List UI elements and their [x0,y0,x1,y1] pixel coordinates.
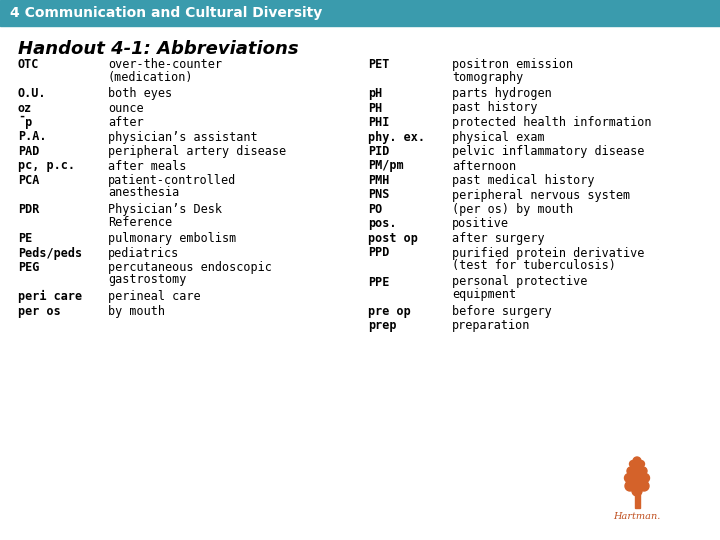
Text: pH: pH [368,87,382,100]
Text: PNS: PNS [368,188,390,201]
Text: Peds/peds: Peds/peds [18,246,82,260]
Text: gastrostomy: gastrostomy [108,273,186,287]
Text: pos.: pos. [368,218,397,231]
Text: P.A.: P.A. [18,131,47,144]
Text: PPE: PPE [368,275,390,288]
Text: tomography: tomography [452,71,523,84]
Text: afternoon: afternoon [452,159,516,172]
Text: ounce: ounce [108,102,143,114]
Text: post op: post op [368,232,418,245]
Text: physical exam: physical exam [452,131,544,144]
Circle shape [624,474,634,483]
Text: protected health information: protected health information [452,116,652,129]
Text: by mouth: by mouth [108,305,165,318]
Text: peripheral artery disease: peripheral artery disease [108,145,286,158]
Text: percutaneous endoscopic: percutaneous endoscopic [108,261,272,274]
Text: (medication): (medication) [108,71,194,84]
Text: past history: past history [452,102,538,114]
Circle shape [633,457,641,465]
Text: PAD: PAD [18,145,40,158]
Text: peri care: peri care [18,290,82,303]
Text: oz: oz [18,102,32,114]
Text: after: after [108,116,143,129]
Circle shape [639,467,647,475]
Text: Reference: Reference [108,215,172,228]
Text: pulmonary embolism: pulmonary embolism [108,232,236,245]
Text: patient-controlled: patient-controlled [108,174,236,187]
Text: PM/pm: PM/pm [368,159,404,172]
Text: PID: PID [368,145,390,158]
Circle shape [625,481,635,491]
Text: PO: PO [368,203,382,216]
Text: PMH: PMH [368,174,390,187]
Circle shape [637,461,644,468]
Text: (test for tuberculosis): (test for tuberculosis) [452,259,616,272]
Circle shape [629,461,636,468]
Text: peripheral nervous system: peripheral nervous system [452,188,630,201]
Text: physician’s assistant: physician’s assistant [108,131,258,144]
Circle shape [632,462,642,471]
Text: over-the-counter: over-the-counter [108,58,222,71]
Text: positive: positive [452,218,509,231]
Text: pc, p.c.: pc, p.c. [18,159,75,172]
Text: per os: per os [18,305,60,318]
Text: PDR: PDR [18,203,40,216]
Text: 4 Communication and Cultural Diversity: 4 Communication and Cultural Diversity [10,6,323,20]
Text: phy. ex.: phy. ex. [368,131,425,144]
Text: parts hydrogen: parts hydrogen [452,87,552,100]
Text: Physician’s Desk: Physician’s Desk [108,203,222,216]
Circle shape [639,481,649,491]
Text: after meals: after meals [108,159,186,172]
Text: OTC: OTC [18,58,40,71]
Text: pelvic inflammatory disease: pelvic inflammatory disease [452,145,644,158]
Circle shape [641,474,649,483]
Circle shape [631,469,642,481]
Text: PEG: PEG [18,261,40,274]
Text: before surgery: before surgery [452,305,552,318]
Text: prep: prep [368,319,397,332]
Text: PPD: PPD [368,246,390,260]
Bar [635,494,640,508]
Text: PE: PE [18,232,32,245]
Text: both eyes: both eyes [108,87,172,100]
Text: personal protective: personal protective [452,275,588,288]
Text: positron emission: positron emission [452,58,573,71]
Text: Handout 4-1: Abbreviations: Handout 4-1: Abbreviations [18,40,299,58]
Text: perineal care: perineal care [108,290,201,303]
Bar [0,0,720,26]
Text: preparation: preparation [452,319,531,332]
Text: (per os) by mouth: (per os) by mouth [452,203,573,216]
Text: PCA: PCA [18,174,40,187]
Circle shape [627,467,635,475]
Text: pediatrics: pediatrics [108,246,179,260]
Text: PH: PH [368,102,382,114]
Text: PHI: PHI [368,116,390,129]
Text: purified protein derivative: purified protein derivative [452,246,644,260]
Text: anesthesia: anesthesia [108,186,179,199]
Text: Hartman.: Hartman. [613,512,661,521]
Circle shape [632,486,642,496]
Text: O.U.: O.U. [18,87,47,100]
Text: PET: PET [368,58,390,71]
Text: equipment: equipment [452,288,516,301]
Text: ̄p: ̄p [18,116,32,129]
Text: pre op: pre op [368,305,410,318]
Text: after surgery: after surgery [452,232,544,245]
Circle shape [631,476,643,488]
Text: past medical history: past medical history [452,174,595,187]
